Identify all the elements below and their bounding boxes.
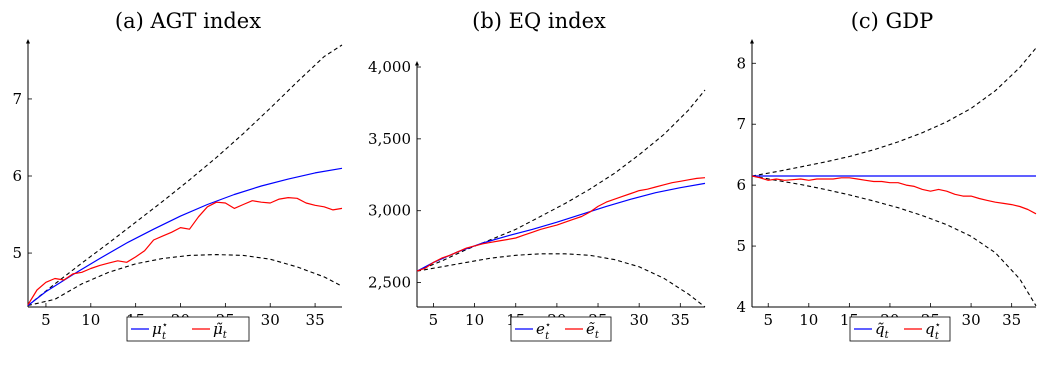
y-tick-label: 5 — [736, 237, 746, 255]
x-tick-label: 30 — [962, 311, 981, 329]
y-tick-label: 3,500 — [368, 130, 411, 148]
legend: q̃t q⋆ t — [849, 316, 951, 342]
legend: μ⋆ t μ̃t — [126, 316, 250, 342]
legend-label: μ⋆ t — [152, 320, 168, 342]
series-line-e_tilde — [416, 177, 706, 272]
series-line-lower — [751, 175, 1037, 307]
y-tick-label: 4,000 — [368, 58, 411, 76]
chart-title: (b) EQ index — [472, 9, 606, 33]
y-tick-label: 5 — [12, 244, 22, 262]
chart-title: (c) GDP — [851, 9, 934, 33]
x-tick-label: 10 — [799, 311, 818, 329]
series-line-upper — [751, 47, 1037, 177]
y-tick-label: 2,500 — [368, 274, 411, 292]
chart-panel-2: (b) EQ index51015202530352,5003,0003,500… — [368, 9, 706, 342]
y-tick-label: 8 — [736, 54, 746, 72]
x-tick-label: 30 — [261, 311, 280, 329]
x-tick-label: 5 — [41, 311, 51, 329]
chart-panel-3: (c) GDP510152025303545678q̃tq⋆t — [736, 9, 1037, 342]
series-line-lower — [27, 254, 343, 307]
x-tick-label: 35 — [306, 311, 325, 329]
x-tick-label: 5 — [429, 311, 439, 329]
x-tick-label: 35 — [1002, 311, 1021, 329]
legend: e⋆ t ẽt — [510, 316, 612, 342]
series-line-upper — [416, 89, 706, 272]
series-line-mu_tilde — [27, 197, 343, 306]
y-tick-label: 7 — [736, 115, 746, 133]
legend-label: ẽt — [586, 320, 600, 341]
x-tick-label: 10 — [465, 311, 484, 329]
y-tick-label: 3,000 — [368, 202, 411, 220]
y-tick-label: 7 — [12, 90, 22, 108]
y-tick-label: 6 — [12, 167, 22, 185]
x-tick-label: 10 — [81, 311, 100, 329]
series-line-upper — [27, 44, 343, 306]
y-tick-label: 6 — [736, 176, 746, 194]
x-tick-label: 5 — [763, 311, 773, 329]
legend-label: q̃t — [875, 320, 890, 341]
x-tick-label: 35 — [671, 311, 690, 329]
legend-box — [126, 316, 250, 342]
series-line-e_star — [416, 182, 706, 272]
legend-label: q⋆ t — [925, 320, 941, 342]
legend-label: e⋆ t — [536, 320, 551, 342]
x-tick-label: 30 — [630, 311, 649, 329]
chart-panel-1: (a) AGT index5101520253035567μ⋆tμ̃t — [12, 9, 343, 342]
series-line-q_star — [751, 175, 1037, 215]
y-tick-label: 4 — [736, 298, 746, 316]
series-line-mu_star — [27, 167, 343, 306]
series-line-lower — [416, 253, 706, 308]
legend-label: μ̃t — [213, 320, 228, 341]
chart-title: (a) AGT index — [115, 9, 261, 33]
